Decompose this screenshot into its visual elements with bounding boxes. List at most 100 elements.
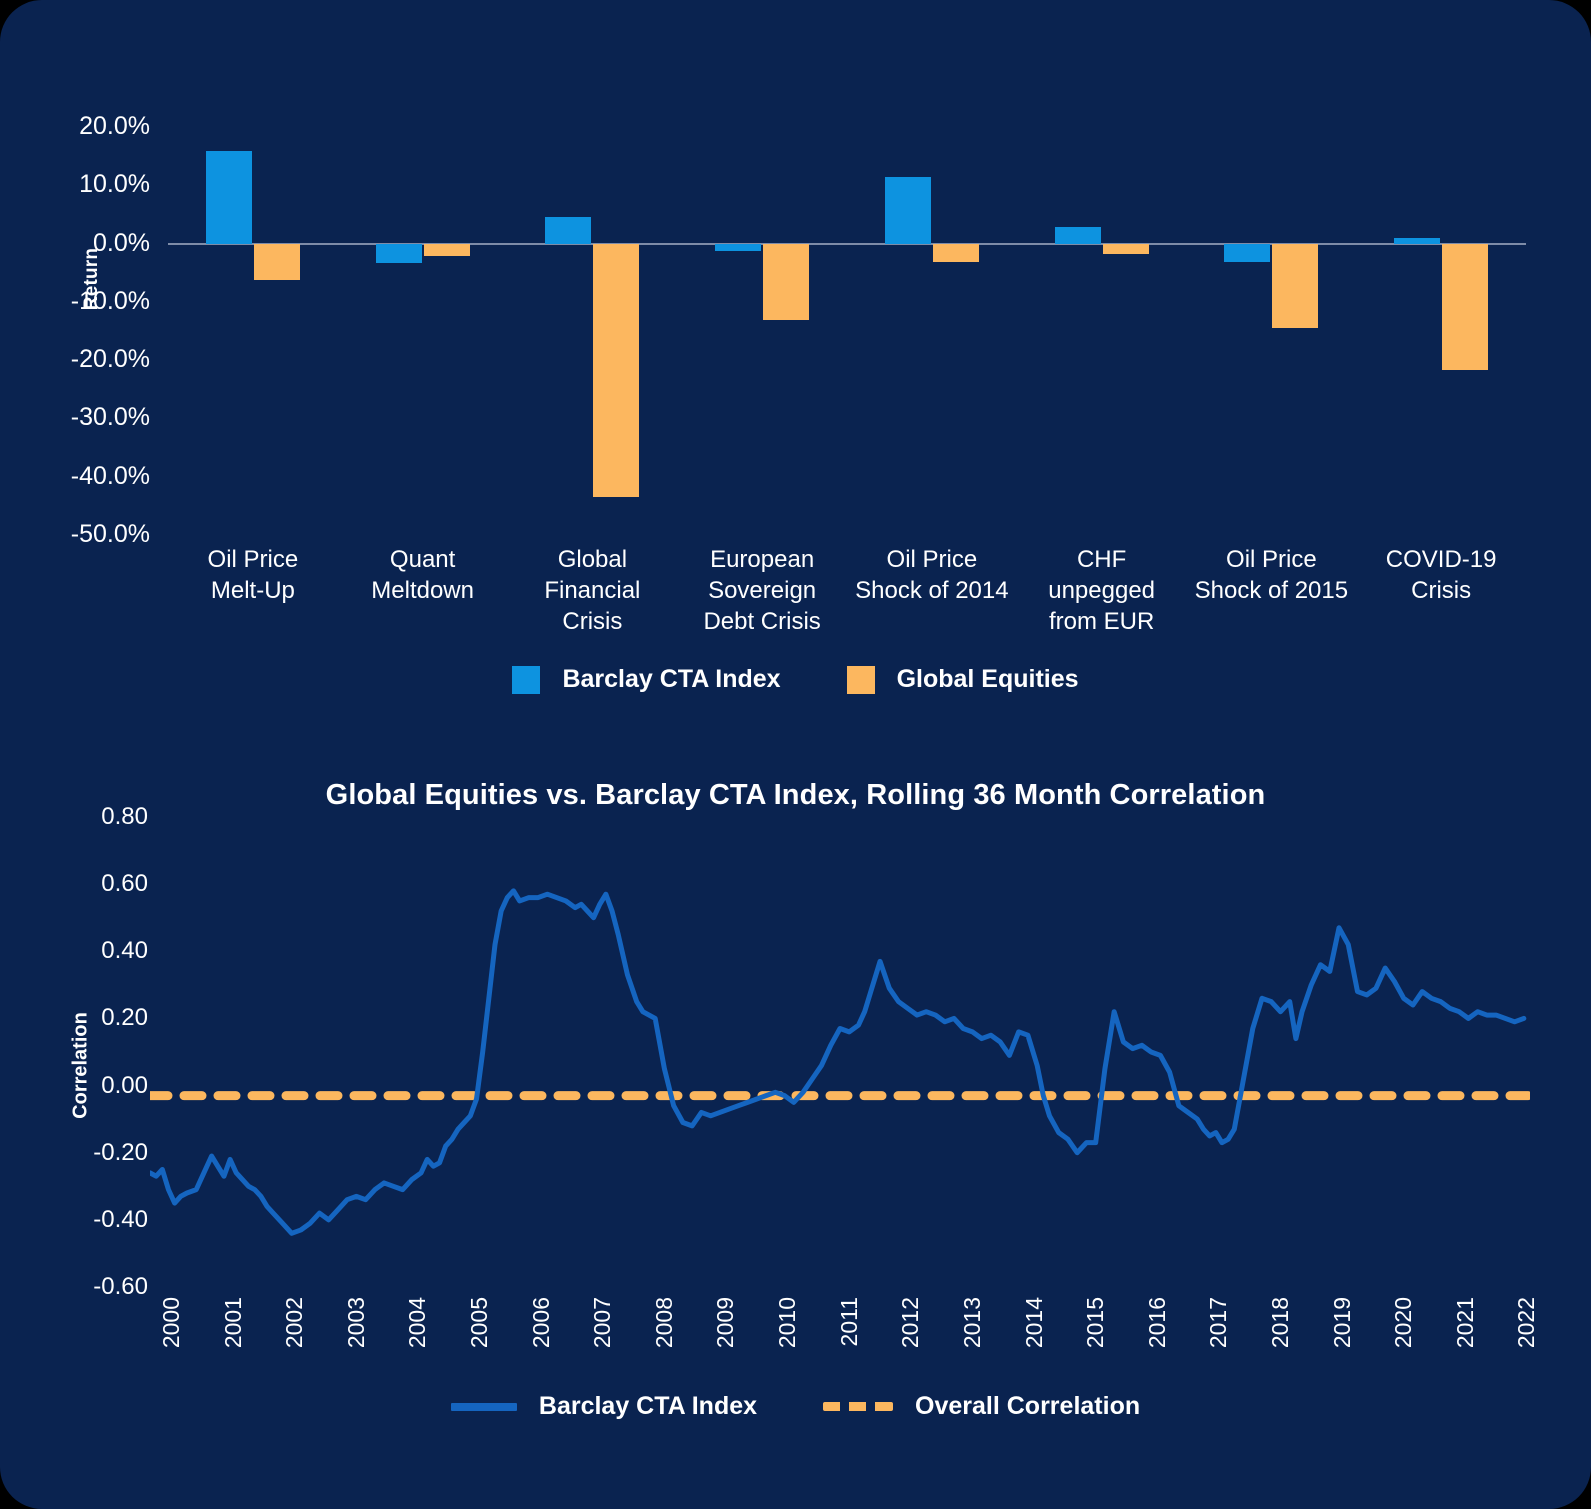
- bar-chart-x-tick-label: European Sovereign Debt Crisis: [677, 544, 847, 637]
- line-chart-y-tick-label: -0.20: [93, 1138, 148, 1166]
- bar-chart-x-tick-label-line: Global: [557, 546, 628, 573]
- bar-global-equities[interactable]: [1102, 243, 1149, 255]
- bar-chart-x-tick-label-line: Shock of 2014: [855, 577, 1009, 604]
- line-chart-y-tick-label: -0.60: [93, 1273, 148, 1300]
- bar-chart-x-tick-label-line: Crisis: [562, 608, 623, 635]
- bar-barclay-cta-index[interactable]: [545, 216, 592, 244]
- line-chart-x-tick-label: 2004: [404, 1297, 431, 1349]
- line-chart-x-tick-label: 2007: [589, 1297, 616, 1349]
- bar-chart-y-tick-label: 20.0%: [79, 112, 150, 140]
- bar-chart-x-tick-label-line: Financial: [544, 577, 641, 604]
- bar-chart-x-tick-label-line: Sovereign: [708, 577, 817, 604]
- bar-global-equities[interactable]: [1272, 243, 1319, 329]
- line-chart-y-tick-label: 0.20: [101, 1004, 148, 1032]
- bar-barclay-cta-index[interactable]: [1224, 243, 1271, 262]
- line-chart-x-tick-label: 2003: [342, 1297, 369, 1349]
- line-chart-x-tick-label: 2002: [281, 1297, 308, 1349]
- bar-chart-plot-area: [168, 127, 1526, 535]
- bar-chart-x-tick-label: Quant Meltdown: [338, 544, 508, 606]
- bar-chart-x-tick-label-line: COVID-19: [1385, 546, 1497, 573]
- line-chart: Global Equities vs. Barclay CTA Index, R…: [0, 720, 1591, 1509]
- bar-chart-x-tick-label-line: Shock of 2015: [1194, 577, 1349, 604]
- legend-label: Global Equities: [896, 665, 1079, 693]
- bar-chart-x-tick-label-line: Oil Price: [1226, 546, 1317, 573]
- bar-chart-x-tick-label-line: unpegged: [1048, 577, 1156, 604]
- bar-chart-y-tick-label: -50.0%: [70, 520, 150, 548]
- bar-chart-x-tick-label-line: Quant: [389, 546, 456, 573]
- line-chart-x-tick-label: 2019: [1328, 1297, 1355, 1349]
- legend-swatch-icon: [846, 665, 875, 694]
- line-chart-x-tick-label: 2010: [774, 1297, 801, 1349]
- line-chart-x-tick-label: 2014: [1020, 1297, 1047, 1349]
- bar-chart-x-tick-label-line: Crisis: [1411, 577, 1472, 604]
- line-chart-legend: Barclay CTA Index Overall Correlation: [0, 1392, 1591, 1421]
- bar-global-equities[interactable]: [423, 243, 470, 256]
- bar-chart-x-tick-label: Global Financial Crisis: [508, 544, 678, 637]
- legend-label: Overall Correlation: [915, 1392, 1141, 1420]
- line-chart-x-tick-label: 2021: [1451, 1297, 1478, 1349]
- bar-chart-y-tick-label: -10.0%: [70, 286, 150, 315]
- bar-global-equities[interactable]: [253, 243, 300, 281]
- line-chart-x-tick-label: 2000: [158, 1297, 184, 1349]
- bar-chart-x-tick-label-line: CHF: [1076, 546, 1127, 573]
- bar-barclay-cta-index[interactable]: [1054, 226, 1101, 244]
- bar-barclay-cta-index[interactable]: [1394, 238, 1441, 244]
- line-chart-x-tick-label: 2018: [1266, 1297, 1293, 1349]
- line-chart-x-tick-label: 2006: [527, 1297, 554, 1349]
- line-chart-x-tick-label: 2001: [219, 1297, 246, 1349]
- line-chart-y-tick-label: 0.40: [101, 937, 148, 965]
- bar-global-equities[interactable]: [932, 243, 979, 262]
- bar-chart-x-tick-label-line: Meltdown: [371, 577, 474, 604]
- bar-chart-x-tick-label: COVID-19 Crisis: [1356, 544, 1526, 606]
- line-chart-svg: [145, 888, 1535, 1236]
- line-chart-x-tick-label: 2017: [1205, 1297, 1232, 1349]
- bar-chart-x-tick-label-line: from EUR: [1048, 608, 1155, 635]
- bar-chart-x-tick-label-line: Melt-Up: [210, 577, 295, 604]
- bar-barclay-cta-index[interactable]: [375, 243, 422, 263]
- line-chart-y-tick-label: 0.80: [101, 803, 148, 830]
- legend-line-icon: [450, 1402, 517, 1411]
- line-chart-y-tick-label: 0.00: [101, 1071, 148, 1099]
- line-chart-x-tick-label: 2011: [835, 1297, 862, 1347]
- bar-chart-y-tick-label: -20.0%: [70, 345, 150, 374]
- legend-item-barclay-cta-index[interactable]: Barclay CTA Index: [450, 1392, 758, 1421]
- line-chart-y-tick-label: -0.40: [93, 1205, 148, 1233]
- bar-chart-x-tick-label-line: Oil Price: [886, 546, 978, 573]
- bar-chart-y-tick-label: 10.0%: [79, 170, 150, 199]
- line-chart-x-tick-label: 2005: [466, 1297, 493, 1349]
- bar-chart: Return 20.0% 10.0% 0.0% -10.0% -20.0% -30.0% -…: [0, 0, 1591, 720]
- bar-chart-y-axis-ticks: 20.0% 10.0% 0.0% -10.0% -20.0% -30.0% -40.0% -5…: [0, 0, 150, 720]
- line-chart-x-tick-label: 2009: [712, 1297, 739, 1349]
- line-chart-title: Global Equities vs. Barclay CTA Index, R…: [325, 779, 1266, 811]
- bar-barclay-cta-index[interactable]: [715, 243, 762, 252]
- bar-chart-x-tick-label: Oil Price Shock of 2015: [1187, 544, 1357, 606]
- bar-global-equities[interactable]: [763, 243, 810, 320]
- line-chart-plot-area: [145, 817, 1535, 1287]
- line-chart-y-tick-label: 0.60: [101, 870, 148, 898]
- bar-global-equities[interactable]: [593, 243, 640, 497]
- bar-chart-legend: Barclay CTA Index Global Equities: [0, 665, 1591, 694]
- bar-chart-x-tick-label: Oil Price Melt-Up: [168, 544, 338, 606]
- bar-chart-y-tick-label: -30.0%: [70, 403, 150, 432]
- bar-chart-x-tick-label-line: Oil Price: [207, 546, 299, 573]
- bar-chart-x-tick-label-line: European: [710, 546, 815, 573]
- line-chart-x-tick-label: 2012: [897, 1297, 924, 1349]
- legend-item-overall-correlation[interactable]: Overall Correlation: [823, 1392, 1140, 1421]
- line-chart-y-axis-ticks: 0.80 0.60 0.40 0.20 0.00 -0.20 -0.40 -0.60: [0, 720, 148, 1320]
- bar-chart-zero-line: [168, 242, 1526, 245]
- bar-barclay-cta-index[interactable]: [884, 177, 931, 244]
- legend-item-global-equities[interactable]: Global Equities: [846, 665, 1079, 694]
- line-chart-x-axis-labels: 2000 2001 2002 2003 2004 2005 2006 2007 2008 2009…: [150, 1295, 1539, 1395]
- bar-chart-x-axis-labels: Oil Price Melt-Up Quant Meltdown Global Finan…: [168, 544, 1526, 654]
- legend-item-barclay-cta-index[interactable]: Barclay CTA Index: [512, 665, 781, 694]
- legend-label: Barclay CTA Index: [538, 1392, 758, 1420]
- line-chart-x-tick-label: 2013: [958, 1297, 985, 1349]
- bar-chart-y-tick-label: -40.0%: [70, 461, 150, 490]
- bar-global-equities[interactable]: [1442, 243, 1489, 371]
- line-chart-x-tick-label: 2022: [1513, 1297, 1540, 1349]
- line-chart-x-tick-label: 2016: [1143, 1297, 1170, 1349]
- line-chart-x-tick-label: 2020: [1390, 1297, 1417, 1349]
- legend-dashed-line-icon: [823, 1402, 894, 1411]
- bar-barclay-cta-index[interactable]: [205, 151, 252, 244]
